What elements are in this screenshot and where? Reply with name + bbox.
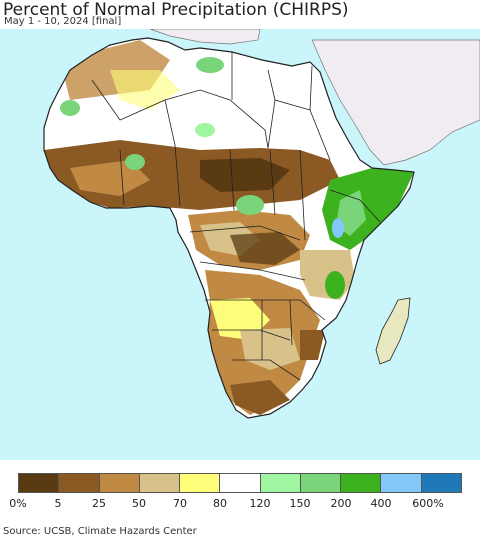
legend-swatch-2 [99,474,140,492]
legend-swatch-4 [180,474,221,492]
legend-label-2: 25 [92,497,106,510]
madagascar [375,297,411,365]
legend-swatch-10 [421,474,461,492]
legend-label-4: 70 [173,497,187,510]
legend-swatch-1 [59,474,100,492]
precipitation-map [0,29,480,460]
legend-label-7: 150 [289,497,311,510]
legend-swatch-8 [341,474,382,492]
legend-swatch-0 [19,474,60,492]
legend-label-3: 50 [132,497,146,510]
legend-label-6: 120 [249,497,271,510]
legend-label-10: 600% [412,497,444,510]
color-legend [18,473,462,493]
legend-swatch-9 [381,474,422,492]
arabia-landmass [311,39,480,166]
legend-swatch-7 [300,474,342,492]
legend-swatch-5 [220,474,261,492]
legend-label-8: 200 [330,497,352,510]
legend-swatch-3 [139,474,181,492]
legend-label-5: 80 [213,497,227,510]
legend-label-1: 5 [54,497,62,510]
europe-landmass [149,29,261,45]
legend-swatch-6 [260,474,301,492]
legend-label-0: 0% [9,497,27,510]
map-title: Percent of Normal Precipitation (CHIRPS) [3,0,349,20]
source-credit: Source: UCSB, Climate Hazards Center [3,526,197,537]
legend-tick-labels: 0% 5 25 50 70 80 120 150 200 400 600% [0,497,480,511]
legend-label-9: 400 [370,497,392,510]
map-subtitle: May 1 - 10, 2024 [final] [4,16,122,27]
